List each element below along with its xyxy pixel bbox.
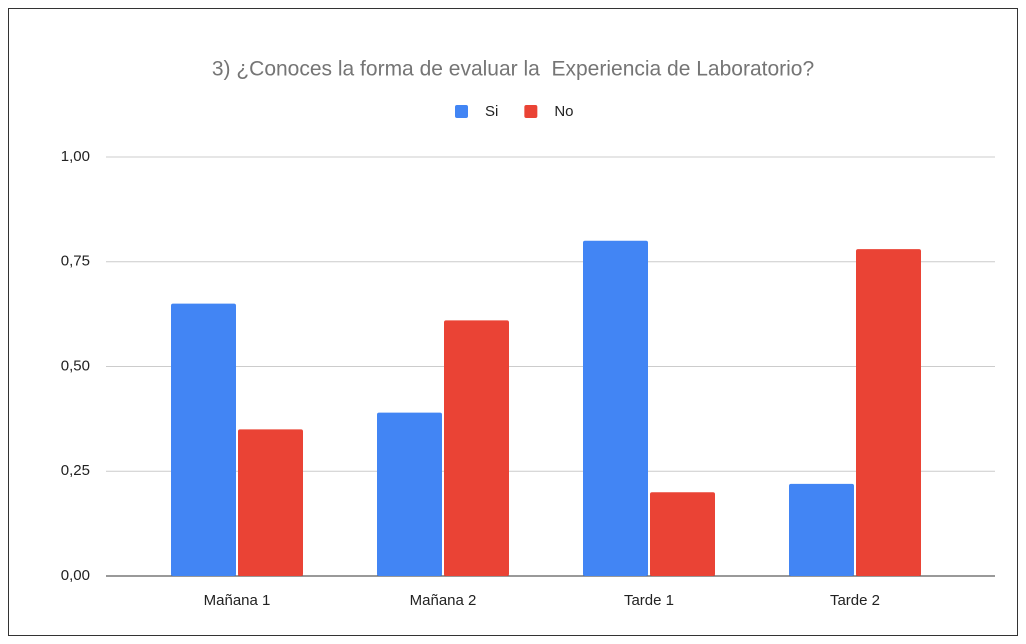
x-tick-label: Tarde 2 (830, 592, 880, 609)
x-tick-label: Mañana 1 (204, 592, 271, 609)
bar (856, 249, 921, 576)
legend-swatch (524, 105, 538, 118)
bar (238, 429, 303, 576)
chart-title: 3) ¿Conoces la forma de evaluar la Exper… (212, 58, 814, 81)
x-tick-label: Mañana 2 (410, 592, 477, 609)
legend-label: No (554, 103, 573, 120)
y-tick-label: 0,50 (61, 357, 90, 374)
y-tick-label: 0,25 (61, 462, 90, 479)
y-tick-label: 1,00 (61, 148, 90, 165)
x-tick-label: Tarde 1 (624, 592, 674, 609)
y-tick-label: 0,75 (61, 253, 90, 270)
legend-swatch (455, 105, 468, 118)
bar (789, 483, 854, 576)
legend-label: Si (485, 103, 498, 120)
bar (377, 412, 442, 576)
bar (583, 240, 648, 577)
bar (444, 320, 509, 576)
y-tick-label: 0,00 (61, 567, 90, 584)
bar (171, 303, 236, 576)
bar (650, 492, 715, 576)
